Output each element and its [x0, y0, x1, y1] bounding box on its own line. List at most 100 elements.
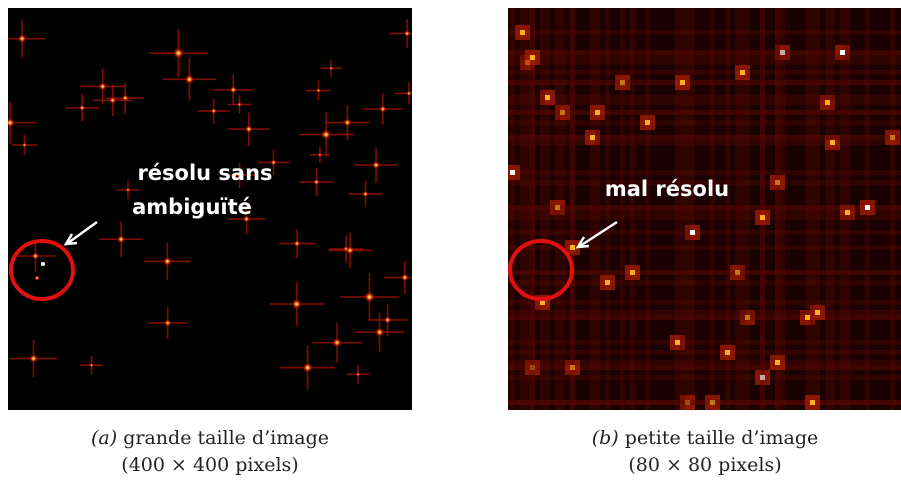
spot [735, 270, 740, 275]
spot [89, 362, 94, 368]
spot [840, 50, 845, 55]
spot [645, 120, 650, 125]
image-b [508, 8, 901, 410]
spot [620, 8, 625, 410]
spot [355, 372, 361, 377]
spot [508, 180, 901, 185]
spot [735, 8, 740, 410]
spot [560, 110, 565, 115]
spot [775, 180, 780, 185]
spot [890, 135, 895, 140]
spot [685, 400, 690, 405]
spot [389, 32, 412, 35]
spot [343, 118, 352, 127]
spot [570, 365, 575, 370]
spot [805, 8, 810, 410]
spot [760, 8, 765, 410]
spot [545, 8, 550, 410]
spot [508, 135, 901, 140]
spot [760, 375, 765, 380]
spot [530, 365, 535, 370]
spot [317, 152, 322, 157]
spot [508, 80, 901, 85]
spot [830, 140, 835, 145]
spot [508, 205, 901, 210]
spot [545, 95, 550, 100]
spot [890, 8, 895, 410]
spot [570, 8, 575, 410]
spot [371, 160, 381, 170]
spot [508, 210, 901, 215]
spot [508, 245, 901, 250]
spot [710, 8, 715, 410]
spot [555, 205, 560, 210]
spot [740, 70, 745, 75]
spot [508, 100, 901, 105]
caption-b: (b) petite taille d’image (80 × 80 pixel… [495, 425, 901, 479]
spot [8, 117, 16, 128]
caption-text: petite taille d’image [624, 427, 819, 449]
spot [745, 315, 750, 320]
spot [805, 315, 810, 320]
spot [775, 360, 780, 365]
spot [508, 70, 901, 75]
spot [508, 120, 901, 125]
annotation: résolu sans [137, 161, 272, 185]
spot [508, 170, 901, 175]
annotation: mal résolu [605, 177, 729, 201]
spot [630, 270, 635, 275]
spot [605, 280, 610, 285]
spot [685, 8, 690, 410]
spot [508, 135, 901, 140]
spot [384, 276, 412, 279]
spot [270, 159, 277, 166]
spot [345, 245, 355, 255]
spot [406, 90, 412, 97]
spot [508, 230, 901, 235]
spot [570, 245, 575, 250]
spot [508, 400, 901, 405]
spot [236, 172, 243, 179]
spot [508, 315, 901, 320]
spot [540, 300, 545, 305]
spot [17, 33, 27, 44]
arrow [67, 220, 98, 245]
spot [780, 50, 785, 55]
spot [815, 310, 820, 315]
spot [508, 360, 901, 365]
spot [810, 400, 815, 405]
spot [745, 8, 750, 410]
figure-images: résolu sans ambiguïté mal résolu [8, 8, 901, 410]
caption-text: (400 × 400 pixels) [121, 454, 299, 476]
spot [590, 8, 595, 410]
spot [595, 110, 600, 115]
spot [328, 66, 334, 71]
spot [8, 121, 36, 124]
spot [508, 350, 901, 355]
spot [675, 340, 680, 345]
spot [242, 215, 251, 223]
spot [725, 350, 730, 355]
spot [332, 337, 343, 348]
spot [825, 100, 830, 105]
spot [645, 8, 650, 410]
spot [675, 8, 680, 410]
spot [690, 8, 695, 410]
spot [508, 140, 901, 145]
spot [760, 215, 765, 220]
spot [41, 262, 45, 266]
spot [815, 8, 820, 410]
spot [570, 8, 575, 410]
caption-a: (a) grande taille d’image (400 × 400 pix… [0, 425, 420, 479]
spot [810, 8, 815, 410]
spot [244, 124, 253, 134]
spot [508, 280, 901, 285]
spot [508, 270, 901, 275]
spot [508, 365, 901, 370]
spot [508, 55, 901, 60]
spot [540, 8, 545, 410]
spot [845, 210, 850, 215]
spot [680, 80, 685, 85]
spot [293, 239, 301, 248]
